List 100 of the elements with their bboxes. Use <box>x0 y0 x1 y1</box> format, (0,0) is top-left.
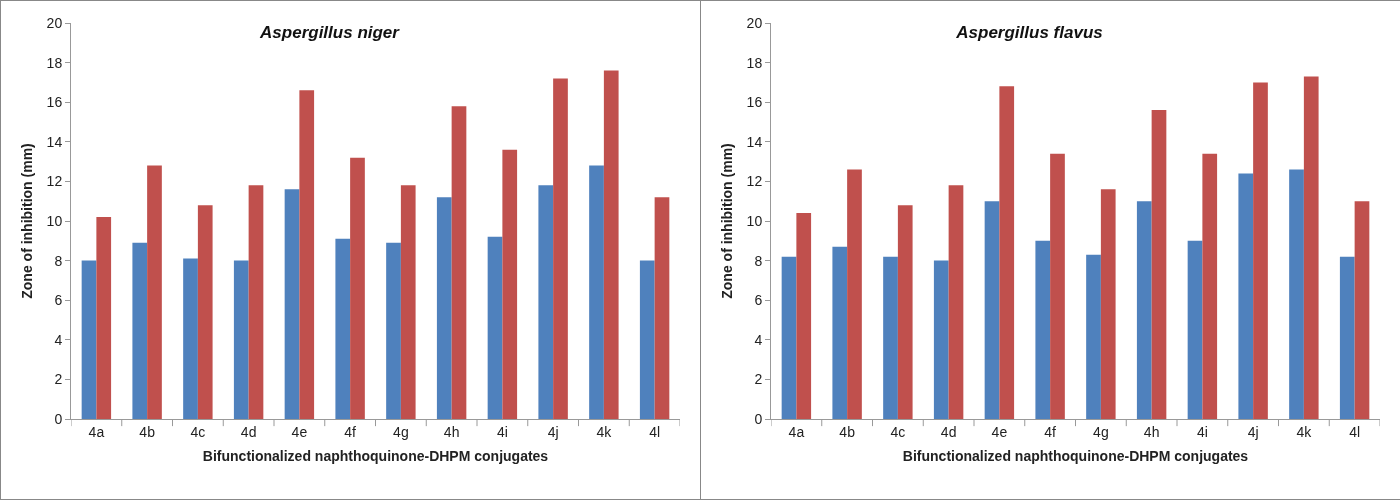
bar <box>781 256 797 419</box>
x-tick-label: 4l <box>1349 423 1361 440</box>
bar <box>1253 82 1268 419</box>
bar <box>1354 201 1370 419</box>
y-tick-label: 14 <box>46 133 63 150</box>
y-tick-label: 4 <box>754 331 763 348</box>
x-axis-title: Bifunctionalized naphthoquinone-DHPM conjugates <box>202 448 549 465</box>
x-tick-label: 4c <box>190 423 206 440</box>
bar <box>1086 254 1101 419</box>
bar <box>1202 153 1218 419</box>
chart-title: Aspergillus flavus <box>955 22 1103 42</box>
bar <box>96 217 112 419</box>
bar <box>502 149 518 419</box>
bar <box>984 201 1000 419</box>
y-tick-label: 10 <box>46 212 63 229</box>
bar <box>436 197 452 419</box>
bar <box>1035 240 1051 419</box>
bar <box>639 260 655 419</box>
bar <box>1187 240 1203 419</box>
x-tick-label: 4h <box>1143 423 1160 440</box>
bar <box>132 242 148 419</box>
bar <box>1151 110 1167 419</box>
bar <box>233 260 249 419</box>
bar <box>1289 169 1304 419</box>
bar <box>299 90 315 419</box>
x-tick-label: 4j <box>547 423 559 440</box>
bar <box>796 213 812 419</box>
bar <box>197 205 213 419</box>
bar <box>832 246 848 419</box>
y-tick-label: 2 <box>754 371 763 388</box>
x-tick-label: 4k <box>596 423 613 440</box>
bar <box>654 197 670 419</box>
y-tick-label: 12 <box>46 173 63 190</box>
x-tick-label: 4d <box>940 423 957 440</box>
bar <box>948 185 964 419</box>
bar <box>451 106 467 419</box>
bar <box>335 238 351 419</box>
bar <box>538 185 554 419</box>
x-tick-label: 4i <box>1196 423 1208 440</box>
bar <box>553 78 568 419</box>
x-tick-label: 4e <box>991 423 1008 440</box>
x-tick-label: 4f <box>1044 423 1057 440</box>
x-tick-label: 4d <box>240 423 257 440</box>
bar <box>487 236 503 419</box>
x-tick-label: 4a <box>788 423 805 440</box>
chart-title: Aspergillus niger <box>259 22 401 42</box>
x-tick-label: 4a <box>88 423 105 440</box>
bar <box>589 165 604 419</box>
y-tick-label: 2 <box>54 371 63 388</box>
x-tick-label: 4k <box>1296 423 1313 440</box>
x-tick-label: 4f <box>344 423 357 440</box>
bar <box>1100 189 1116 419</box>
bar <box>1339 256 1355 419</box>
bar <box>284 189 300 419</box>
bar <box>883 256 898 419</box>
y-tick-label: 6 <box>754 292 763 309</box>
y-tick-label: 0 <box>54 410 63 427</box>
x-tick-label: 4e <box>291 423 308 440</box>
x-tick-label: 4g <box>1093 423 1109 440</box>
y-tick-label: 18 <box>46 54 63 71</box>
y-tick-label: 16 <box>46 94 63 111</box>
bar <box>248 185 264 419</box>
bar <box>400 185 416 419</box>
bar <box>183 258 198 419</box>
bar <box>81 260 97 419</box>
bar <box>1303 76 1319 419</box>
y-axis-title: Zone of inhibition (mm) <box>19 143 36 299</box>
x-tick-label: 4h <box>443 423 460 440</box>
y-tick-label: 4 <box>54 331 63 348</box>
bar <box>933 260 949 419</box>
y-tick-label: 20 <box>746 14 763 31</box>
x-tick-label: 4g <box>393 423 409 440</box>
bar <box>897 205 913 419</box>
x-tick-label: 4j <box>1247 423 1259 440</box>
bar <box>386 242 401 419</box>
x-tick-label: 4b <box>839 423 856 440</box>
y-tick-label: 6 <box>54 292 63 309</box>
y-tick-label: 8 <box>754 252 763 269</box>
bar <box>147 165 162 419</box>
x-tick-label: 4l <box>649 423 661 440</box>
y-tick-label: 18 <box>746 54 763 71</box>
bar <box>1136 201 1152 419</box>
y-tick-label: 8 <box>54 252 63 269</box>
x-axis-title: Bifunctionalized naphthoquinone-DHPM conjugates <box>902 448 1249 465</box>
bar <box>999 86 1015 419</box>
bar <box>1050 153 1065 419</box>
y-tick-label: 12 <box>746 173 763 190</box>
y-tick-label: 0 <box>754 410 763 427</box>
x-tick-label: 4c <box>890 423 906 440</box>
bar <box>350 157 365 419</box>
y-tick-label: 14 <box>746 133 763 150</box>
bar <box>1238 173 1254 419</box>
y-tick-label: 16 <box>746 94 763 111</box>
y-tick-label: 10 <box>746 212 763 229</box>
bar <box>603 70 619 419</box>
y-tick-label: 20 <box>46 14 63 31</box>
x-tick-label: 4i <box>496 423 508 440</box>
x-tick-label: 4b <box>139 423 156 440</box>
bar <box>847 169 862 419</box>
y-axis-title: Zone of inhibition (mm) <box>719 143 736 299</box>
